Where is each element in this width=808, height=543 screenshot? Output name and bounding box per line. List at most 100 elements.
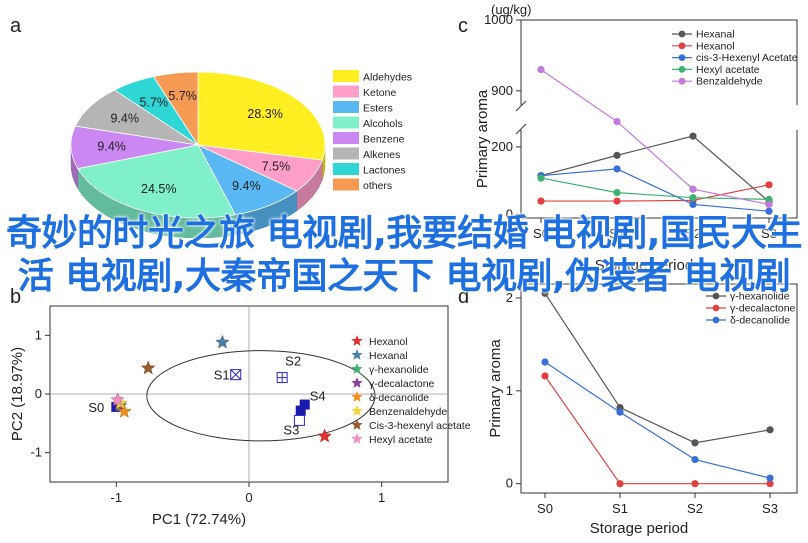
d-xtick-label-s3: S3 (762, 501, 778, 516)
pie-slice-alcohols (77, 144, 236, 219)
c-ytick-label-low-1: 200 (491, 139, 513, 154)
c-point-benzaldehyde-1 (613, 117, 621, 126)
pca-legend-marker-hexanal (351, 349, 363, 360)
c-legend-marker-benzaldehyde (678, 77, 686, 85)
pie-chart-a: 28.3%7.5%9.4%24.5%9.4%9.4%5.7% 5.7%Aldehy… (70, 70, 412, 239)
legend-label-esters: Esters (363, 103, 393, 115)
d-line-hexanolide (544, 292, 771, 444)
pca-ytick-label-0: 1 (35, 327, 42, 342)
pca-xlabel: PC1 (72.74%) (152, 511, 246, 528)
panel-letter-c: c (458, 15, 468, 37)
c-legend-label-hexanol: Hexanol (696, 40, 735, 52)
c-xtick-label-s0: S0 (533, 226, 549, 241)
legend-swatch-alkenes (333, 147, 359, 160)
d-point-decalactone-2 (691, 480, 699, 488)
pca-legend-label-hexanol: Hexanol (369, 336, 408, 348)
pie-slice-aldehydes (197, 71, 326, 161)
pca-sample-s1-cross (230, 369, 242, 380)
pca-legend-label-benzenaldehyde: Benzenaldehyde (369, 406, 447, 418)
d-line-decanolide (544, 361, 771, 479)
c-legend-label-hexanal: Hexanal (696, 29, 735, 41)
pca-point-hexyl-acetate (110, 392, 125, 407)
d-legend-label-decalactone: γ-decalactone (730, 303, 796, 315)
legend-swatch-aldehydes (333, 70, 359, 82)
pca-legend-label-decalactone: γ-decalactone (369, 378, 435, 390)
c-frame-top (520, 19, 798, 105)
pca-point-cis-3-hexenyl-acetate (140, 360, 156, 375)
c-point-cis-3-hexenyl-acetate-1 (613, 165, 621, 173)
d-xlabel: Storage period (590, 520, 688, 537)
c-axis-break-marks (515, 100, 527, 135)
line-chart-d: 0 1 2 S0 S1 S2 S3 Storage period Primary aroma γ-… (487, 283, 798, 537)
pie-label-esters: 9.4% (232, 179, 261, 193)
pca-legend-marker-decalactone (351, 377, 363, 388)
d-point-decalactone-1 (616, 480, 624, 488)
pie-label-ketone: 7.5% (262, 159, 291, 173)
c-legend-marker-hexanal (678, 30, 686, 38)
d-legend-label-decanolide: δ-decanolide (730, 315, 790, 327)
d-legend-label-hexanolide: γ-hexanolide (730, 291, 790, 303)
c-ytick-label-high-1: 1000 (484, 12, 513, 27)
pca-legend-label-hexanal: Hexanal (369, 350, 408, 362)
legend-swatch-lactones (333, 163, 359, 175)
pie-label-aldehydes: 28.3% (247, 107, 282, 121)
c-point-hexyl-acetate-3 (765, 195, 773, 203)
c-legend-marker-hexanol (678, 42, 686, 50)
c-legend-label-hexyl-acetate: Hexyl acetate (696, 64, 760, 76)
pca-chart-b: -1 0 1 1 0 -1 PC1 (72.74%) PC2 (18.97%) S0 S1 S2 S3… (9, 305, 471, 528)
legend-swatch-others (333, 178, 359, 191)
c-point-benzaldehyde-2 (689, 185, 697, 193)
pca-legend-marker-hexyl-acetate (351, 433, 363, 444)
d-point-decanolide-0 (541, 358, 549, 366)
legend-label-lactones: Lactones (363, 165, 406, 177)
c-line-benzaldehyde (540, 69, 770, 206)
d-point-decanolide-3 (766, 474, 774, 482)
pca-ylabel: PC2 (18.97%) (9, 347, 26, 441)
panel-letter-a: a (10, 15, 22, 37)
d-ytick-label-1: 1 (506, 383, 513, 398)
pca-sample-s0-label: S0 (88, 400, 104, 415)
legend-label-ketone: Ketone (363, 87, 396, 99)
d-line-decalactone (544, 375, 770, 485)
c-legend-marker-cis-3-hexenyl-acetate (678, 54, 686, 61)
c-xtick-label-s2: S2 (685, 226, 701, 241)
pca-xtick-label-1: 0 (245, 490, 252, 505)
pca-confidence-ellipse (146, 350, 376, 442)
pca-ytick-label-2: -1 (30, 445, 42, 460)
pca-sample-s4-marker (299, 399, 310, 410)
c-xtick-label-s3: S3 (761, 226, 777, 241)
c-line-hexanal (540, 135, 770, 203)
pca-legend-marker-decanolide (351, 391, 363, 402)
pie-label-lactones: 5.7% (140, 95, 169, 109)
d-point-decalactone-0 (541, 372, 549, 380)
pca-legend-marker-hexanol (351, 335, 363, 346)
panel-letter-b: b (10, 286, 21, 308)
c-point-hexanol-3 (765, 181, 773, 189)
legend-label-benzene: Benzene (363, 134, 405, 146)
pca-xtick-label-2: 1 (378, 490, 385, 505)
legend-label-aldehydes: Aldehydes (363, 72, 412, 84)
d-point-hexanolide-3 (766, 426, 774, 434)
legend-swatch-esters (333, 101, 359, 113)
c-point-cis-3-hexenyl-acetate-3 (765, 207, 773, 215)
pca-legend-label-hexanolide: γ-hexanolide (369, 364, 429, 376)
d-point-hexanolide-0 (541, 289, 549, 297)
pca-sample-s2-label: S2 (285, 354, 301, 369)
c-frame-bottom (520, 130, 798, 219)
c-point-hexanal-2 (689, 132, 697, 140)
d-point-decalactone-3 (766, 480, 774, 488)
c-point-hexanal-1 (613, 151, 621, 159)
c-legend-label-benzaldehyde: Benzaldehyde (696, 76, 763, 88)
pca-legend-label-decanolide: δ-decanolide (369, 392, 429, 404)
c-xtick-label-s1: S1 (609, 226, 625, 241)
d-ylabel: Primary aroma (487, 339, 504, 438)
c-ylabel: Primary aroma (474, 89, 491, 188)
pie-label-alkenes: 9.4% (110, 112, 139, 126)
d-point-decanolide-1 (616, 408, 624, 416)
c-point-hexanol-0 (537, 197, 545, 205)
c-point-benzaldehyde-0 (537, 65, 545, 74)
d-point-hexanolide-2 (691, 439, 699, 447)
pie-slice-others (152, 71, 199, 147)
c-xlabel: Storage period (595, 257, 693, 274)
